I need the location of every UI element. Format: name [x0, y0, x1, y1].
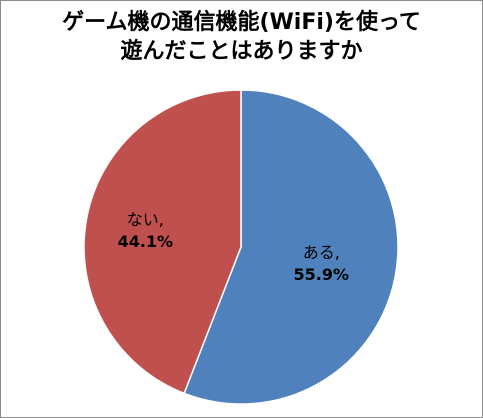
pie-slice-2-label: ない,: [127, 210, 164, 229]
pie-slice-1-value: 55.9%: [293, 265, 349, 284]
chart-title: ゲーム機の通信機能(WiFi)を使って 遊んだことはありますか: [0, 8, 483, 66]
chart-title-line-1: ゲーム機の通信機能(WiFi)を使って: [62, 10, 421, 35]
chart-title-line-2: 遊んだことはありますか: [120, 39, 363, 64]
pie-slice-2-value: 44.1%: [118, 232, 174, 251]
pie-slice-2: [83, 89, 242, 395]
pie-slice-1-label: ある,: [303, 243, 340, 262]
pie-slice-1: [183, 89, 399, 405]
